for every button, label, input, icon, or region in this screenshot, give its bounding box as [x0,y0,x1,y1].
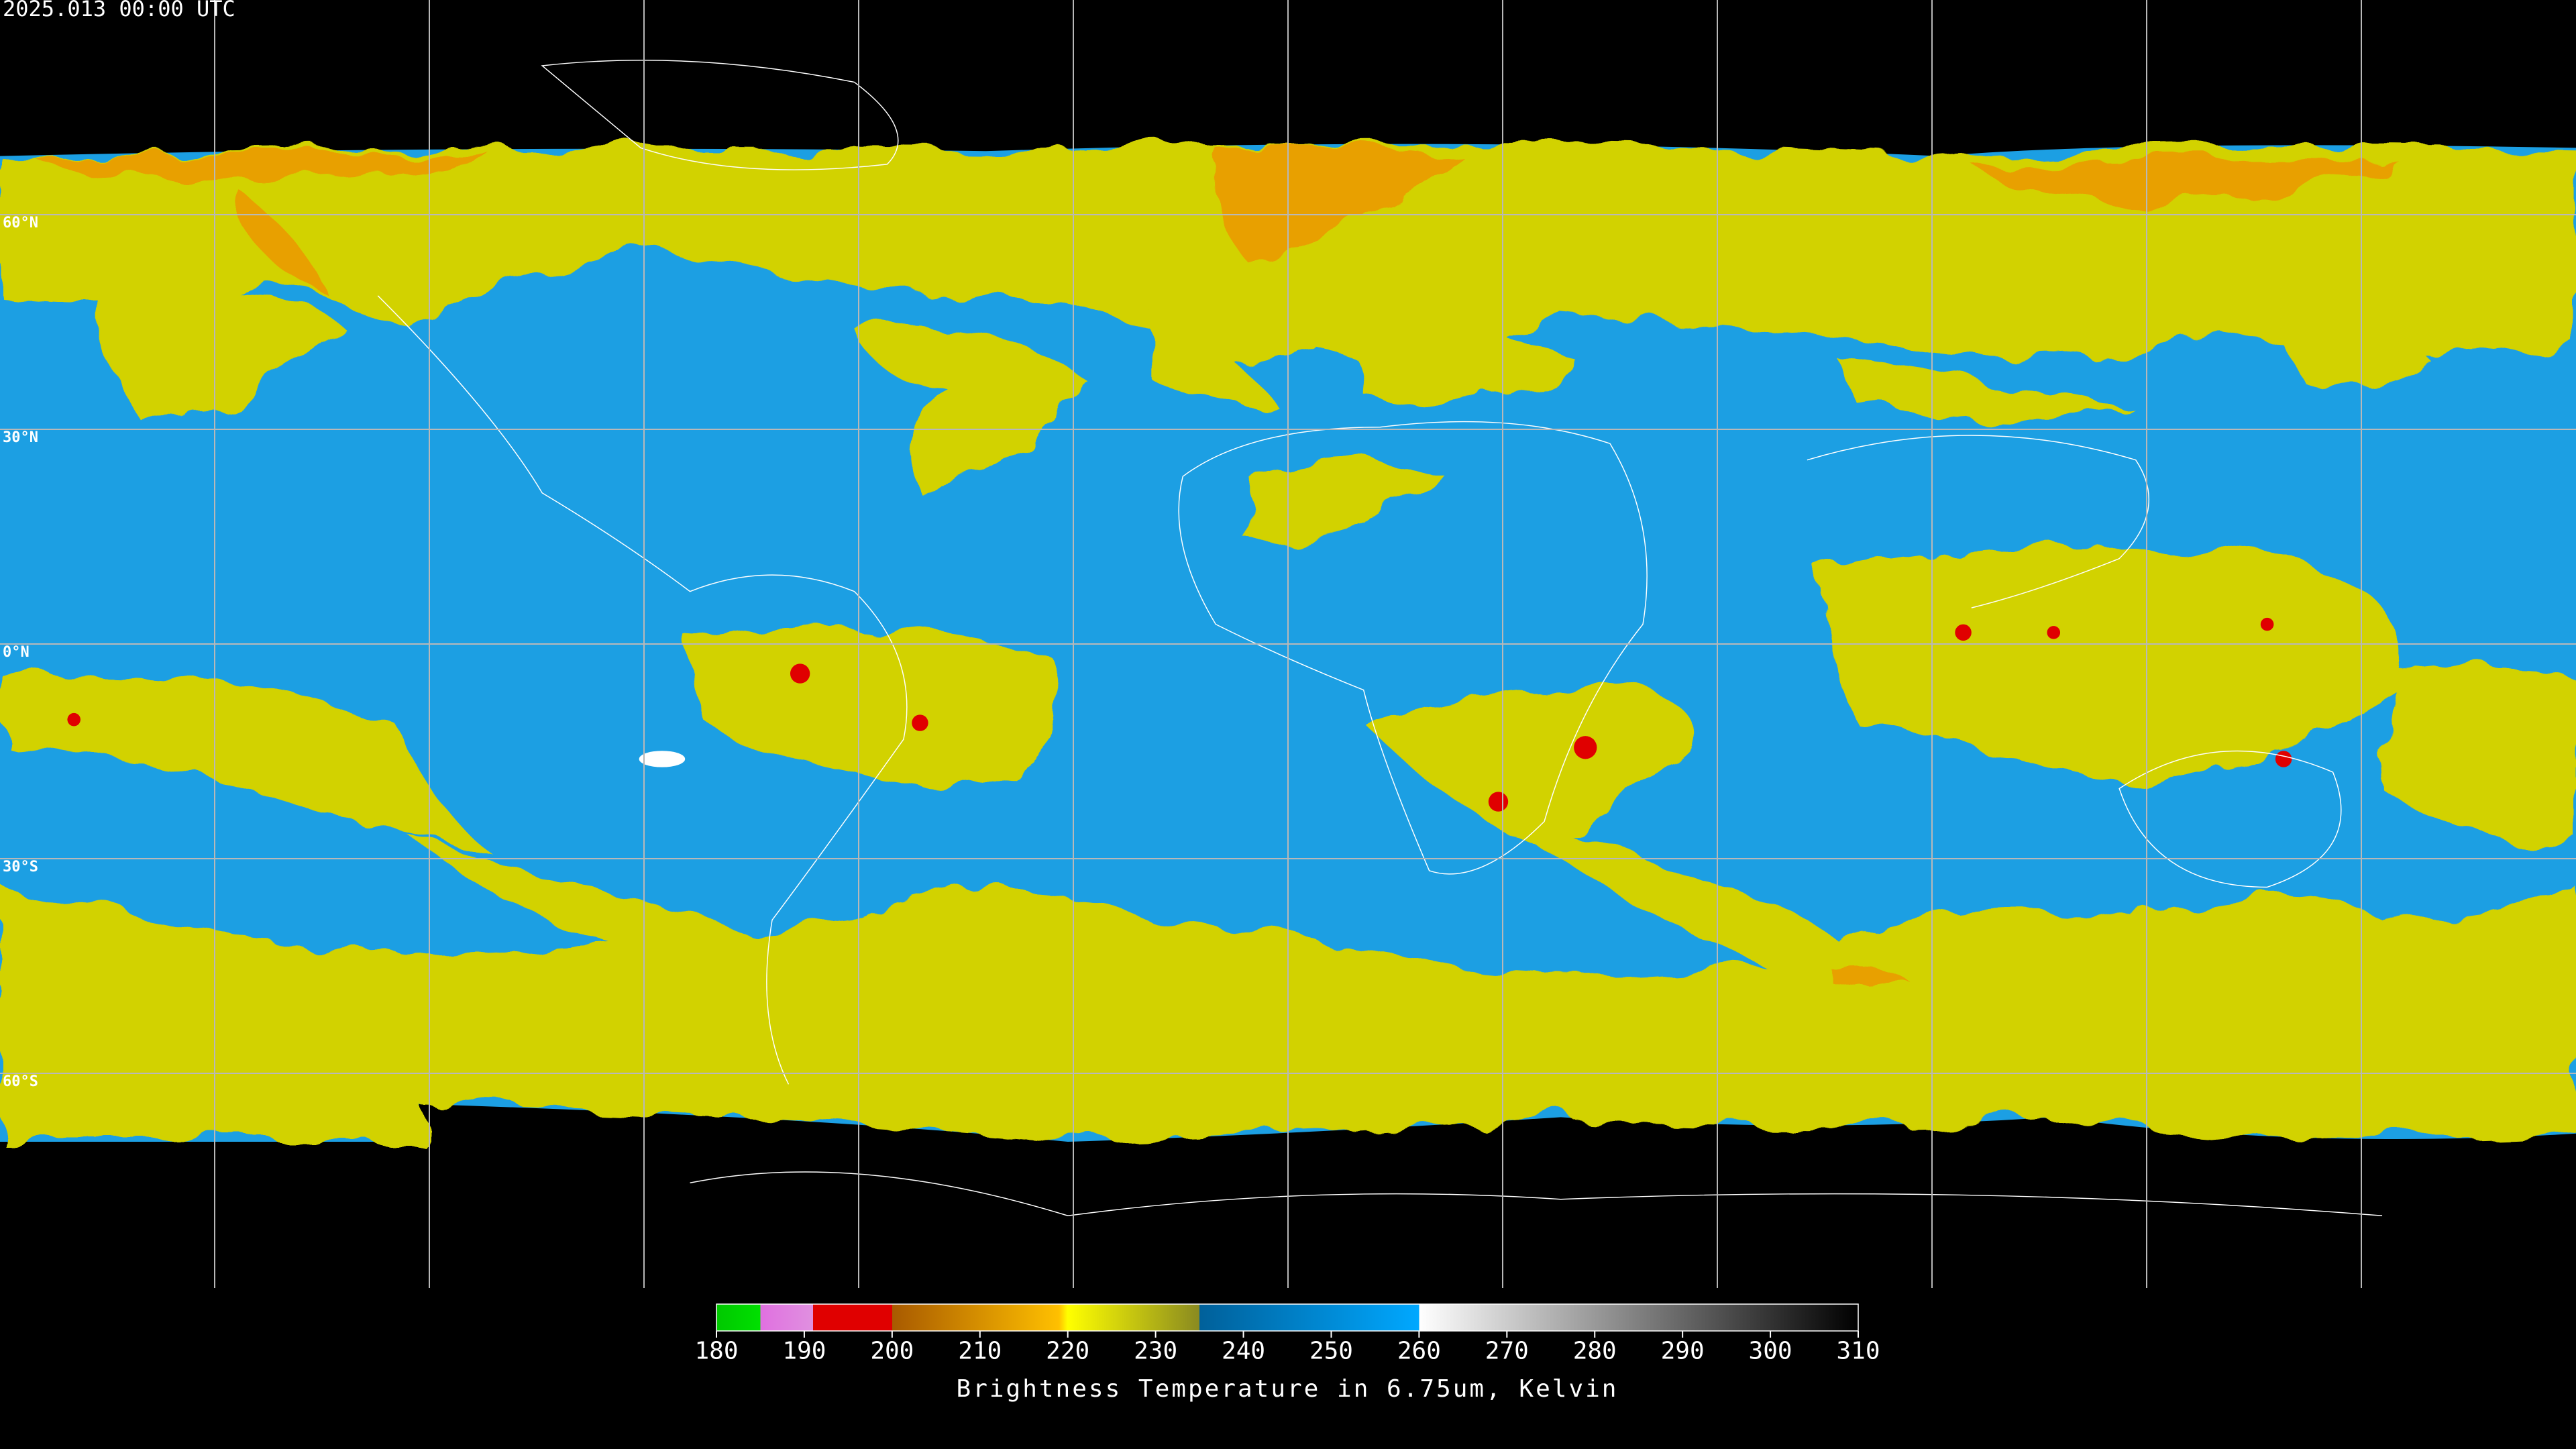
colorbar [716,1303,1859,1332]
tick-label: 290 [1661,1338,1705,1365]
tick-label: 270 [1485,1338,1529,1365]
latitude-label: 30°N [3,429,38,446]
tick-label: 240 [1222,1338,1265,1365]
latitude-label: 0°N [3,644,30,661]
deep-convection [67,617,2292,812]
tick-label: 310 [1836,1338,1880,1365]
warm-spot [639,751,686,767]
tick-label: 210 [958,1338,1002,1365]
cold-regions [32,145,2399,987]
tick-label: 180 [694,1338,738,1365]
tick-label: 230 [1134,1338,1177,1365]
latitude-label: 60°N [3,215,38,231]
tick-label: 250 [1309,1338,1353,1365]
coastlines [377,60,2383,1217]
colorbar-ticks: 180 190 200 210 220 230 240 250 260 270 280 290 300 3… [694,1331,1880,1365]
latitude-label: 60°S [3,1073,38,1090]
graticule [0,0,2576,1288]
latitude-label: 30°S [3,859,38,875]
tick-label: 190 [782,1338,826,1365]
tick-label: 300 [1749,1338,1792,1365]
latitude-labels: 60°N 30°N 0°N 30°S 60°S [3,215,38,1090]
tick-label: 280 [1573,1338,1617,1365]
tick-label: 200 [870,1338,914,1365]
tick-label: 220 [1046,1338,1089,1365]
tick-label: 260 [1397,1338,1441,1365]
colorbar-label: Brightness Temperature in 6.75um, Kelvin [957,1375,1619,1403]
timestamp: 2025.013 00:00 UTC [3,0,235,21]
